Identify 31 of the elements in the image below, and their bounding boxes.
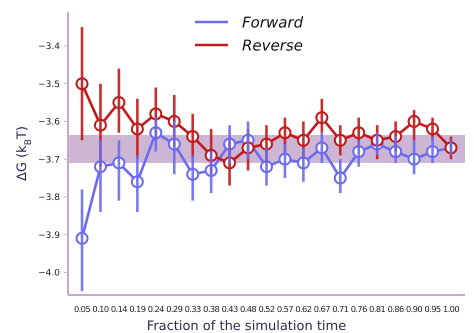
x-tick-label: 0.57 [276, 304, 294, 314]
x-tick-label: 0.05 [74, 304, 90, 314]
x-tick-label: 0.29 [166, 304, 183, 314]
x-tick-label: 0.38 [203, 304, 220, 314]
x-tick-label: 0.24 [148, 304, 164, 314]
x-tick-label: 0.67 [314, 304, 330, 314]
x-tick-label: 0.14 [110, 304, 128, 314]
x-tick-label: 0.19 [129, 304, 146, 314]
y-tick-label: −3.5 [38, 80, 60, 90]
y-tick-label: −3.8 [38, 193, 60, 204]
x-tick-label: 0.33 [184, 304, 202, 314]
x-tick-label: 0.86 [388, 304, 404, 314]
x-tick-label: 0.71 [332, 304, 349, 314]
x-tick-label: 0.62 [295, 304, 312, 314]
y-tick-label: −3.9 [38, 230, 60, 241]
x-axis-title: Fraction of the simulation time [146, 319, 346, 333]
x-tick-label: 0.10 [92, 304, 109, 314]
y-tick-label: −3.7 [38, 155, 60, 166]
legend-label: Reverse [242, 36, 303, 54]
x-tick-label: 0.90 [406, 304, 422, 314]
x-tick-label: 0.76 [350, 304, 368, 314]
x-tick-label: 0.81 [369, 304, 386, 314]
x-tick-label: 0.43 [222, 304, 238, 314]
y-tick-label: −3.4 [38, 42, 60, 52]
legend-label: Forward [242, 13, 304, 32]
y-tick-label: −3.6 [38, 118, 60, 128]
y-tick-label: −4.0 [38, 268, 60, 279]
x-tick-label: 0.95 [424, 304, 441, 314]
x-tick-label: 0.48 [240, 304, 256, 314]
x-tick-label: 0.52 [258, 304, 275, 314]
x-tick-label: 1.00 [442, 304, 460, 314]
